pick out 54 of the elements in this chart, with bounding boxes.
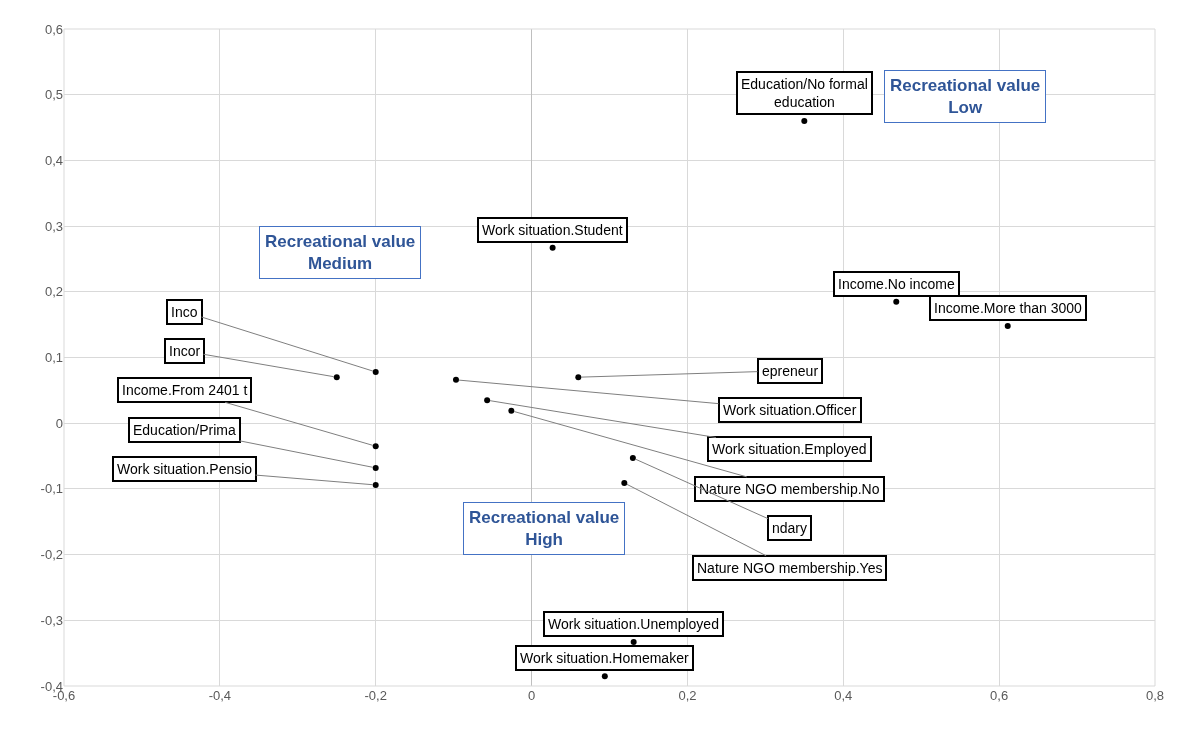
point — [372, 443, 379, 450]
x-tick-label: 0,6 — [990, 688, 1009, 703]
x-tick-label: 0,2 — [678, 688, 697, 703]
annotation: Nature NGO membership.No — [699, 481, 880, 497]
y-tick-label: -0,3 — [40, 612, 63, 628]
annotation: Recreational value High — [469, 508, 620, 550]
x-tick-label: -0,4 — [208, 688, 232, 703]
point — [630, 638, 637, 645]
y-tick-label: 0,3 — [44, 218, 63, 234]
point — [575, 374, 582, 381]
annotation: Inco — [171, 304, 198, 320]
x-tick-label: 0,4 — [834, 688, 853, 703]
annotation: Work situation.Officer — [723, 402, 857, 418]
annotation: Income.More than 3000 — [934, 300, 1083, 316]
y-tick-label: 0,6 — [44, 21, 63, 37]
annotation: Recreational value Medium — [265, 232, 416, 274]
x-tick-label: 0,8 — [1145, 688, 1165, 703]
point — [372, 481, 379, 488]
point — [621, 479, 628, 486]
y-tick-label: -0,1 — [40, 481, 63, 497]
annotation: Recreational value Low — [890, 76, 1041, 118]
annotation: epreneur — [762, 363, 819, 379]
annotation: Education/No formal education — [741, 76, 868, 111]
point — [508, 407, 515, 414]
annotation: Work situation.Unemployed — [548, 616, 719, 632]
point — [629, 455, 636, 462]
point — [801, 117, 808, 124]
annotation: Work situation.Pensio — [117, 461, 253, 477]
annotation: Work situation.Student — [482, 222, 623, 238]
y-tick-label: 0,2 — [44, 284, 63, 300]
x-tick-label: -0,2 — [364, 688, 387, 703]
point — [372, 464, 379, 471]
y-tick-label: 0 — [55, 415, 63, 431]
point — [484, 397, 491, 404]
point — [893, 298, 900, 305]
annotation: ndary — [772, 520, 808, 536]
point — [1004, 322, 1011, 329]
annotation: Work situation.Employed — [712, 441, 867, 457]
annotation: Income.No income — [838, 276, 955, 292]
x-tick-label: 0 — [527, 688, 536, 703]
annotation: Work situation.Homemaker — [520, 650, 689, 666]
y-tick-label: 0,4 — [44, 152, 63, 168]
annotation: Income.From 2401 t — [122, 382, 248, 398]
point — [452, 376, 459, 383]
y-tick-label: 0,5 — [44, 87, 63, 103]
point — [601, 673, 608, 680]
point — [549, 244, 556, 251]
point — [372, 368, 379, 375]
y-tick-label: 0,1 — [44, 350, 63, 366]
y-tick-label: -0,2 — [40, 547, 63, 563]
point — [333, 374, 340, 381]
annotation: Education/Prima — [133, 422, 236, 438]
annotation: Incor — [169, 343, 201, 359]
annotation: Nature NGO membership.Yes — [697, 560, 883, 576]
